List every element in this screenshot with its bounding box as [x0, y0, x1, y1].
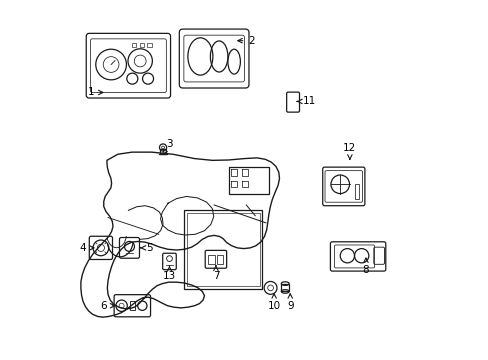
- Text: 2: 2: [237, 36, 254, 46]
- Bar: [281, 284, 288, 292]
- Text: 9: 9: [286, 294, 293, 311]
- Text: 4: 4: [80, 243, 94, 253]
- Bar: [229, 167, 268, 194]
- Bar: [147, 42, 151, 47]
- Text: 12: 12: [343, 143, 356, 159]
- Bar: [217, 255, 223, 264]
- Text: 13: 13: [163, 266, 176, 282]
- Bar: [186, 213, 259, 286]
- Text: 6: 6: [100, 301, 115, 311]
- Text: 3: 3: [163, 139, 172, 154]
- Bar: [183, 210, 262, 289]
- Bar: [208, 255, 214, 264]
- Bar: [131, 42, 136, 47]
- Text: 5: 5: [141, 243, 153, 253]
- Text: 10: 10: [267, 294, 280, 311]
- Bar: [130, 301, 135, 310]
- Text: 11: 11: [297, 96, 316, 107]
- Text: 8: 8: [362, 258, 368, 275]
- Text: 7: 7: [212, 266, 219, 282]
- Text: 1: 1: [88, 87, 103, 98]
- Bar: [354, 184, 358, 199]
- Bar: [140, 42, 143, 47]
- Bar: [160, 149, 165, 154]
